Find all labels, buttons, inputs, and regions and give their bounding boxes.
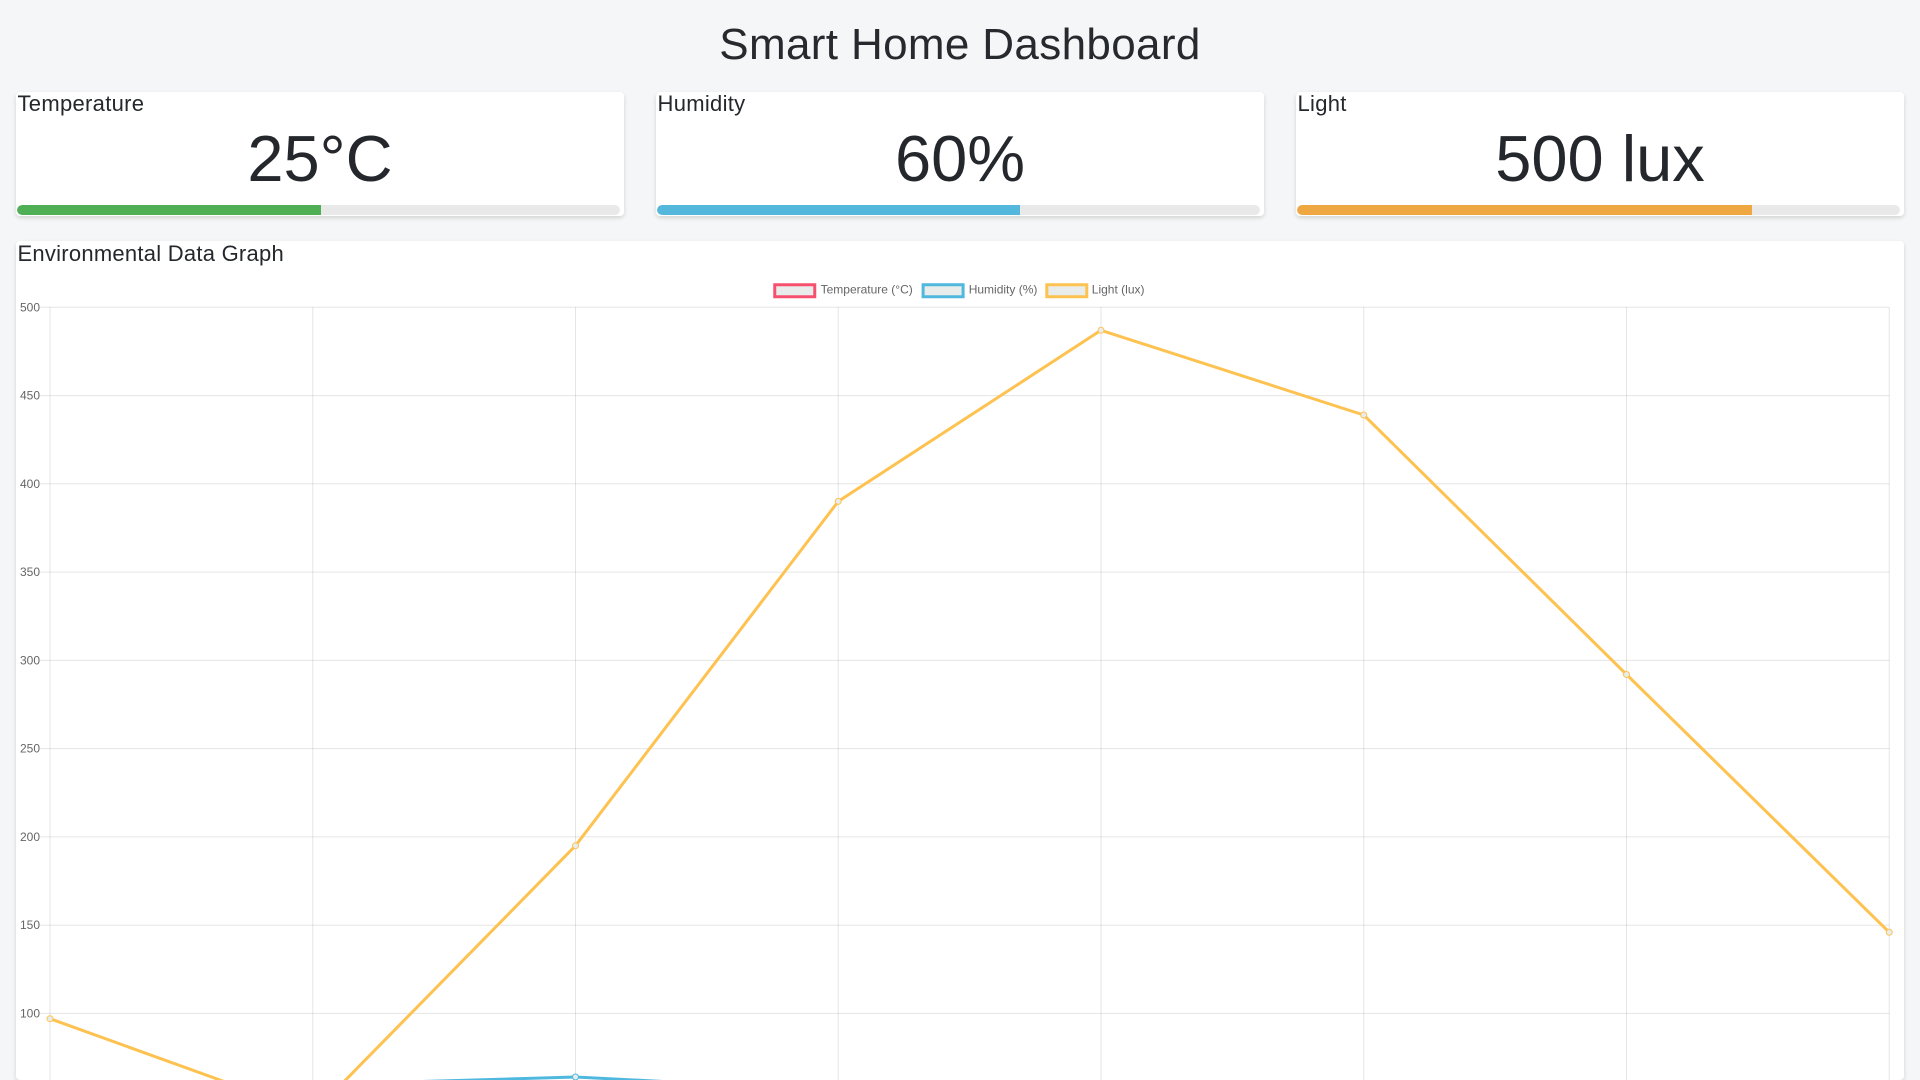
svg-text:Light (lux): Light (lux) [1092, 283, 1145, 297]
svg-text:100: 100 [20, 1006, 40, 1020]
svg-text:350: 350 [20, 565, 40, 579]
svg-text:500: 500 [20, 300, 40, 314]
svg-text:Humidity (%): Humidity (%) [969, 283, 1038, 297]
svg-text:450: 450 [20, 389, 40, 403]
svg-text:300: 300 [20, 653, 40, 667]
svg-text:150: 150 [20, 918, 40, 932]
svg-text:250: 250 [20, 742, 40, 756]
svg-text:200: 200 [20, 830, 40, 844]
svg-text:400: 400 [20, 477, 40, 491]
svg-text:Temperature (°C): Temperature (°C) [821, 283, 913, 297]
